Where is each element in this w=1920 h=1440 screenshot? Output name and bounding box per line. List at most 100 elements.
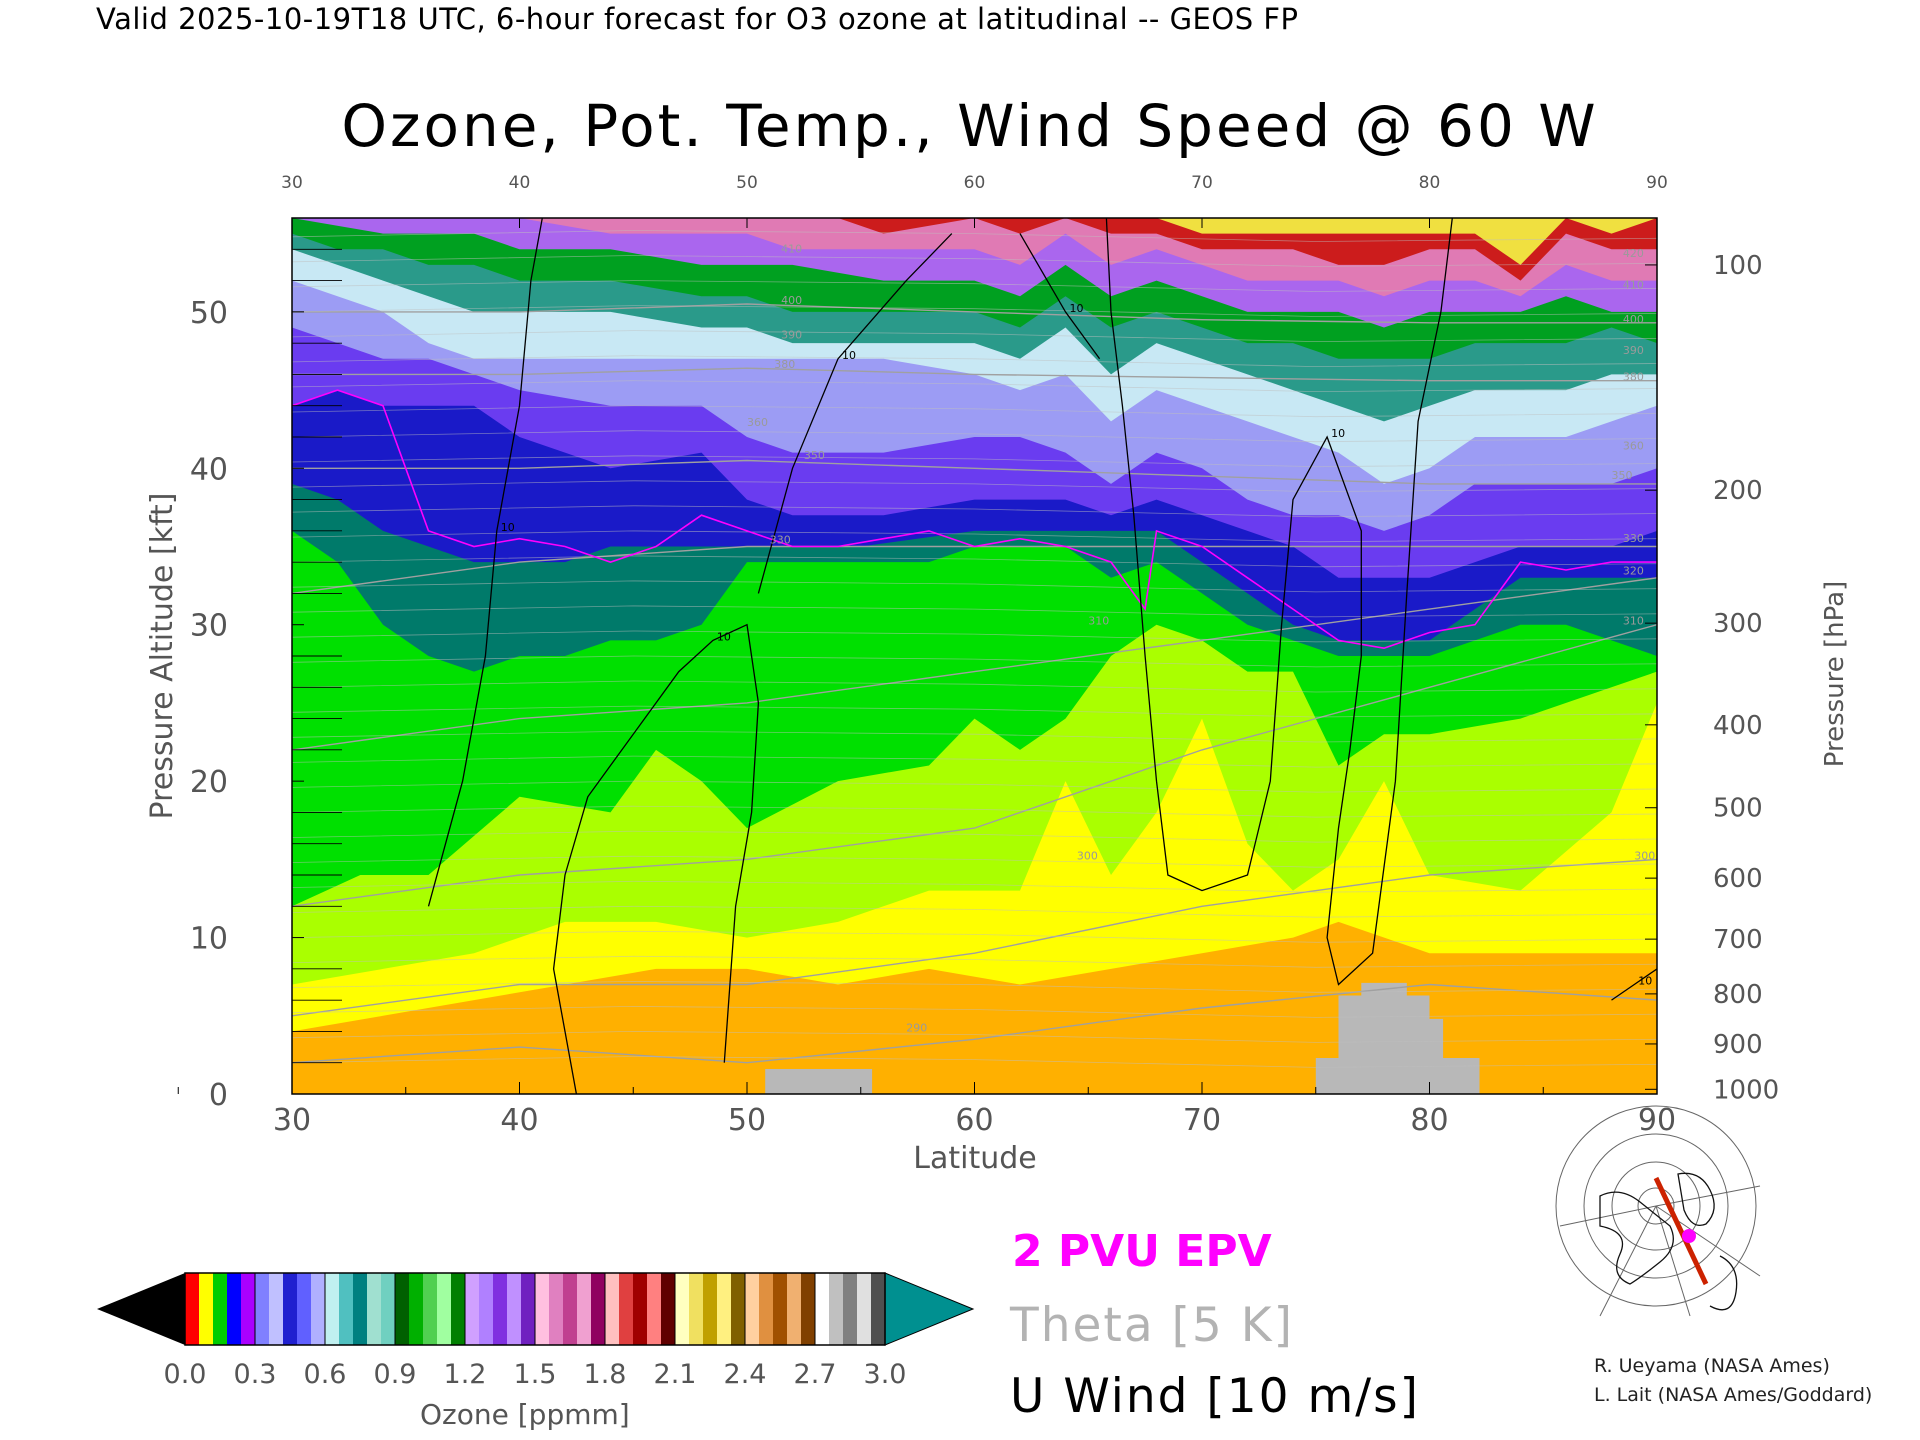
x-axis-label: Latitude — [913, 1141, 1036, 1176]
theta-label: 400 — [1623, 313, 1644, 326]
top-tick-label: 30 — [281, 173, 303, 193]
theta-label: 350 — [804, 449, 825, 462]
theta-contour-minor — [292, 830, 1657, 843]
colorbar-swatch — [423, 1273, 438, 1345]
epv-2pvu-line — [292, 389, 1657, 650]
top-tick-label: 70 — [1191, 173, 1213, 193]
x-tick-label: 60 — [955, 1103, 993, 1138]
cross-section-track — [1653, 1176, 1709, 1286]
pressure-tick-label: 200 — [1713, 476, 1763, 506]
colorbar-swatch — [479, 1273, 494, 1345]
theta-contour-minor — [292, 630, 1657, 643]
theta-contour-minor — [292, 730, 1657, 743]
wind-contour — [427, 218, 543, 907]
colorbar-swatch — [731, 1273, 746, 1345]
theta-contour-minor — [292, 930, 1657, 943]
credits: R. Ueyama (NASA Ames) L. Lait (NASA Ames… — [1594, 1352, 1872, 1410]
pressure-tick-label: 300 — [1713, 609, 1763, 639]
colorbar-swatch — [871, 1273, 886, 1345]
credit-line-2: L. Lait (NASA Ames/Goddard) — [1594, 1384, 1873, 1406]
colorbar-swatch — [381, 1273, 396, 1345]
theta-contour — [292, 858, 1657, 1017]
colorbar-swatch — [549, 1273, 564, 1345]
x-tick-label: 90 — [1638, 1103, 1676, 1138]
theta-contour-minor — [292, 680, 1657, 693]
theta-contour-minor — [292, 380, 1657, 393]
y-tick-label: 0 — [209, 1078, 228, 1113]
colorbar-swatch — [493, 1273, 508, 1345]
pressure-tick-label: 800 — [1713, 980, 1763, 1010]
location-marker — [1682, 1229, 1696, 1243]
x-tick-label: 40 — [500, 1103, 538, 1138]
colorbar-swatch — [283, 1273, 298, 1345]
wind-contour-label: 10 — [717, 630, 731, 643]
y-axis-label: Pressure Altitude [kft] — [145, 493, 180, 820]
colorbar-tick-label: 1.5 — [514, 1359, 557, 1390]
theta-contour-minor — [292, 1056, 1657, 1068]
theta-label: 420 — [1623, 247, 1644, 260]
colorbar-label: Ozone [ppmm] — [420, 1398, 630, 1431]
colorbar-swatch — [605, 1273, 620, 1345]
theta-contour-minor — [292, 805, 1657, 818]
wind-contour-label: 10 — [1331, 427, 1345, 440]
colorbar-swatch — [465, 1273, 480, 1345]
theta-label: 360 — [1623, 440, 1644, 453]
colorbar-min-arrow — [97, 1273, 185, 1345]
colorbar-swatch — [591, 1273, 606, 1345]
theta-contour-minor — [292, 580, 1657, 593]
wind-contour-label: 10 — [1070, 302, 1084, 315]
colorbar-swatch — [815, 1273, 830, 1345]
colorbar-swatch — [185, 1273, 200, 1345]
colorbar-swatch — [577, 1273, 592, 1345]
theta-contour — [292, 624, 1657, 907]
colorbar-tick-label: 0.9 — [374, 1359, 417, 1390]
colorbar-swatch — [241, 1273, 256, 1345]
wind-contour — [552, 623, 760, 1094]
y-tick-label: 30 — [190, 609, 228, 644]
theta-contour-minor — [292, 280, 1657, 292]
pressure-tick-label: 900 — [1713, 1030, 1763, 1060]
top-tick-label: 80 — [1419, 173, 1441, 193]
colorbar-swatch — [395, 1273, 410, 1345]
valid-time-line: Valid 2025-10-19T18 UTC, 6-hour forecast… — [96, 2, 1299, 36]
theta-contour-minor — [292, 480, 1657, 493]
colorbar-swatch — [745, 1273, 760, 1345]
theta-label: 390 — [781, 328, 802, 341]
colorbar-swatch — [661, 1273, 676, 1345]
colorbar-tick-label: 1.2 — [444, 1359, 487, 1390]
pressure-tick-label: 1000 — [1713, 1075, 1779, 1105]
theta-contour-minor — [292, 980, 1657, 993]
colorbar-swatch — [213, 1273, 228, 1345]
theta-label: 320 — [1623, 565, 1644, 578]
colorbar-swatch — [339, 1273, 354, 1345]
theta-contour-minor — [292, 455, 1657, 468]
theta-label: 300 — [1634, 849, 1655, 862]
wind-contour — [1019, 233, 1101, 360]
colorbar-swatch — [829, 1273, 844, 1345]
theta-contour-minor — [292, 705, 1657, 718]
colorbar-swatch — [689, 1273, 704, 1345]
theta-label: 330 — [1623, 532, 1644, 545]
pressure-tick-label: 400 — [1713, 711, 1763, 741]
colorbar-swatch — [633, 1273, 648, 1345]
right-axis-label: Pressure [hPa] — [1820, 581, 1850, 768]
ground-block — [765, 1069, 873, 1094]
theta-contour-minor — [292, 880, 1657, 893]
colorbar-swatch — [521, 1273, 536, 1345]
x-tick-label: 30 — [273, 1103, 311, 1138]
theta-contours — [292, 230, 1657, 1068]
theta-contour-minor — [292, 1005, 1657, 1018]
pressure-tick-label: 100 — [1713, 251, 1763, 281]
theta-contour — [292, 983, 1657, 1064]
locator-map — [1555, 1105, 1761, 1317]
colorbar-swatch — [255, 1273, 270, 1345]
theta-labels: 410 400 390 380 360 350 330 310 300 290 420 410 400 3… — [747, 242, 1655, 1034]
theta-contour-minor — [292, 230, 1657, 242]
credit-line-1: R. Ueyama (NASA Ames) — [1594, 1355, 1830, 1377]
theta-contour — [292, 577, 1657, 751]
colorbar-swatch — [773, 1273, 788, 1345]
theta-label: 380 — [774, 358, 795, 371]
theta-label: 350 — [1612, 469, 1633, 482]
theta-contour-minor — [292, 605, 1657, 618]
